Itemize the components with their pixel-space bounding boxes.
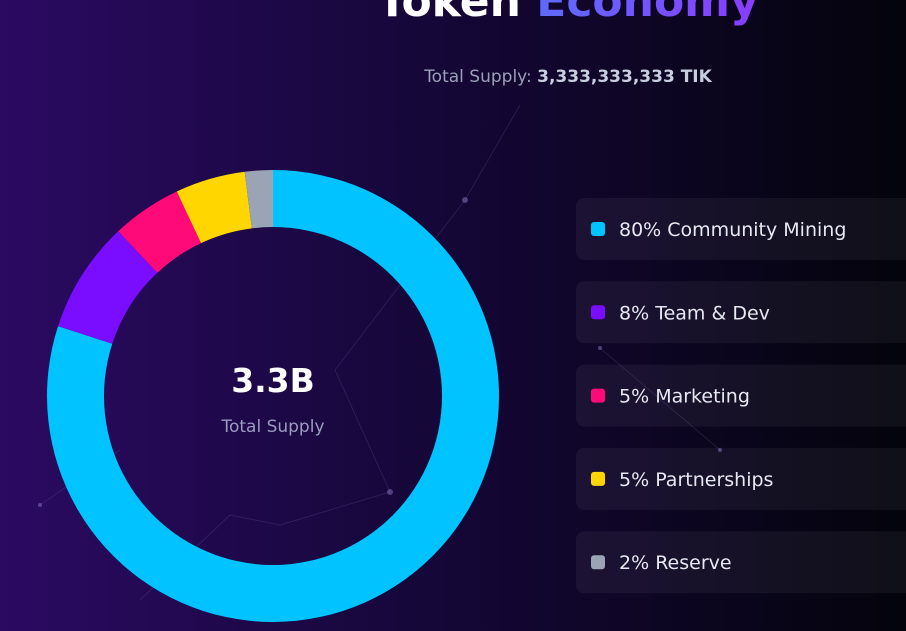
legend-category: Community Mining (667, 219, 846, 241)
legend-item (576, 198, 906, 260)
legend-label: 2% Reserve (619, 552, 732, 574)
subtitle-value: 3,333,333,333 TIK (537, 67, 713, 87)
legend-value: 2% (619, 552, 649, 574)
legend-category: Team & Dev (654, 302, 770, 324)
legend-label: 5% Marketing (619, 386, 750, 408)
donut-segment (118, 191, 202, 273)
subtitle-label: Total Supply: (423, 67, 532, 87)
legend-swatch (591, 388, 605, 403)
legend-swatch (591, 471, 605, 486)
chart-title: Token Economy (377, 0, 758, 27)
legend-category: Reserve (655, 552, 731, 574)
legend-label: 5% Partnerships (619, 469, 773, 491)
legend-item (576, 531, 906, 594)
donut-segment (58, 231, 158, 344)
legend-value: 5% (619, 469, 649, 491)
legend-item (576, 281, 906, 344)
donut-segment (176, 171, 252, 244)
legend-category: Marketing (655, 386, 750, 408)
subtitle: Total Supply: 3,333,333,333 TIK (423, 67, 712, 87)
legend-category: Partnerships (655, 469, 773, 491)
legend-value: 8% (619, 302, 649, 324)
legend: 80% Community Mining 8% Team & Dev 5% Mark… (576, 198, 906, 594)
legend-item (576, 364, 906, 427)
donut-segment (244, 170, 273, 229)
center-value: 3.3B (231, 361, 315, 400)
title-text: Token (377, 0, 521, 27)
donut-chart (47, 170, 500, 623)
legend-swatch (591, 555, 605, 570)
legend-swatch (591, 305, 605, 320)
legend-value: 5% (619, 386, 649, 408)
title-highlight: Economy (536, 0, 758, 27)
legend-value: 80% (619, 219, 661, 241)
legend-label: 80% Community Mining (619, 219, 846, 241)
legend-item (576, 447, 906, 510)
legend-swatch (591, 222, 605, 236)
legend-label: 8% Team & Dev (619, 302, 770, 324)
center-label: Total Supply (220, 417, 324, 437)
decor-dots (38, 197, 722, 507)
